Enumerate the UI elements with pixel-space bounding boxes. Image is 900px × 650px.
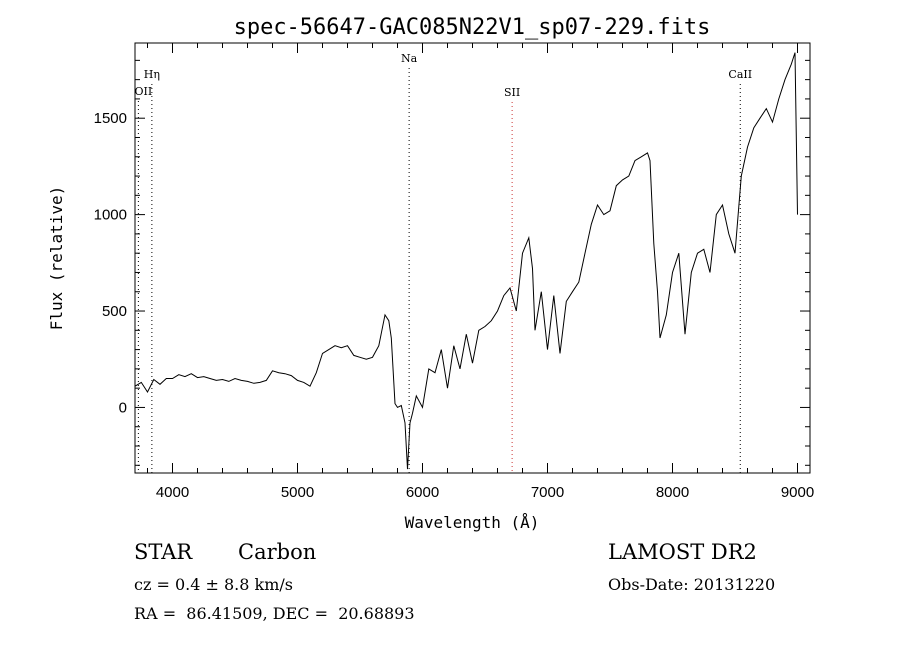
y-tick-label: 1500	[94, 110, 127, 127]
obs-date-line: Obs-Date: 20131220	[608, 575, 776, 594]
survey-label: LAMOST DR2	[608, 540, 757, 564]
axis-ticks: 4000 5000 6000 7000 8000 9000 0 500 1000 1500	[94, 43, 814, 501]
x-tick-label: 7000	[531, 484, 564, 501]
spectrum-line	[134, 52, 798, 470]
marker-label: Na	[401, 52, 418, 65]
x-tick-label: 6000	[406, 484, 439, 501]
plot-frame	[134, 42, 811, 474]
redshift-line: cz = 0.4 ± 8.8 km/s	[134, 575, 293, 594]
marker-label: CaII	[728, 68, 752, 81]
x-tick-label: 8000	[656, 484, 689, 501]
spectral-line-markers: OII Hη Na SII CaII	[135, 52, 752, 473]
y-tick-label: 500	[102, 303, 127, 320]
object-class: STAR	[134, 540, 193, 564]
x-tick-label: 4000	[156, 484, 189, 501]
y-tick-label: 1000	[94, 207, 127, 224]
radec-line: RA = 86.41509, DEC = 20.68893	[134, 604, 415, 623]
marker-label: OII	[135, 85, 153, 98]
object-subclass: Carbon	[238, 540, 317, 564]
y-tick-label: 0	[119, 399, 127, 416]
chart-title: spec-56647-GAC085N22V1_sp07-229.fits	[234, 15, 711, 40]
x-axis-label: Wavelength (Å)	[405, 513, 540, 532]
marker-label: SII	[504, 86, 520, 99]
x-tick-label: 9000	[781, 484, 814, 501]
marker-label: Hη	[144, 68, 160, 81]
x-tick-label: 5000	[281, 484, 314, 501]
y-axis-label: Flux (relative)	[47, 186, 66, 331]
